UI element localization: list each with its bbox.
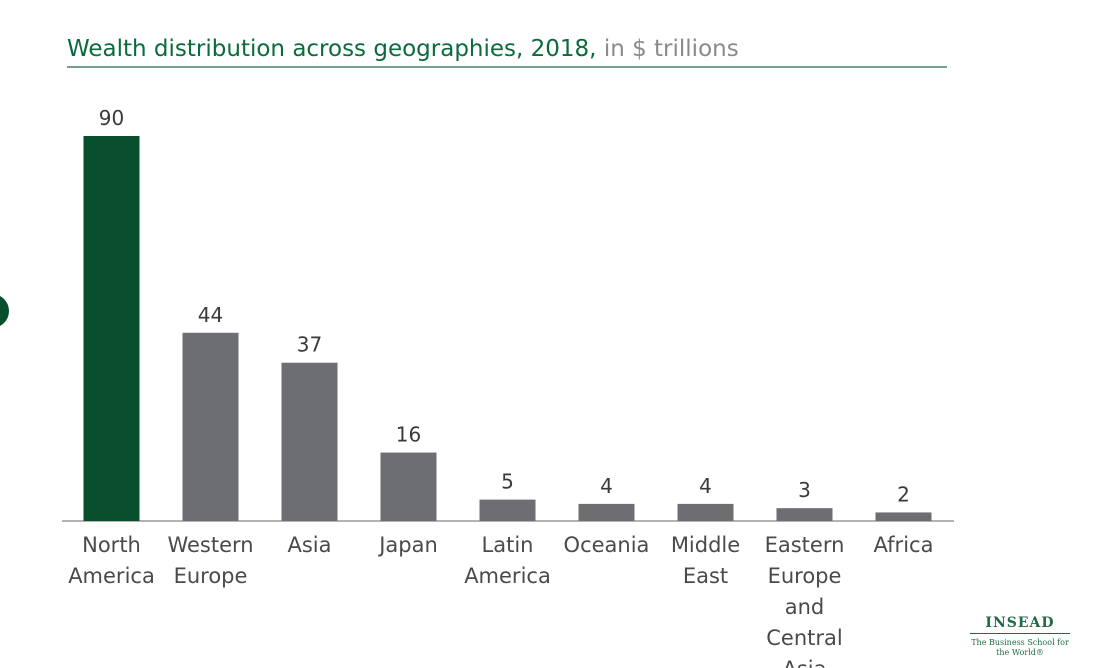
x-tick-label: Eastern Europe and Central Asia [764, 533, 845, 668]
value-label: 2 [897, 482, 910, 506]
bar [578, 503, 635, 521]
x-tick-label: North America [68, 533, 155, 588]
x-tick-label: Japan [379, 533, 438, 557]
value-label: 37 [297, 333, 322, 357]
decoration [0, 296, 9, 326]
bar [281, 362, 338, 521]
chart-title: Wealth distribution across geographies, … [67, 36, 597, 62]
logo: INSEAD The Business School for the World… [970, 615, 1070, 658]
value-label: 4 [600, 474, 613, 498]
x-tick-label: Middle East [670, 533, 741, 588]
chart-subtitle: in $ trillions [604, 36, 739, 62]
x-tick-label: Latin America [464, 533, 551, 588]
value-label: 90 [99, 106, 124, 130]
bar [83, 136, 140, 521]
bar [182, 332, 239, 521]
x-tick-label: Africa [873, 533, 934, 557]
logo-tagline: The Business School for the World® [971, 638, 1069, 657]
value-label: 44 [198, 303, 223, 327]
logo-name: INSEAD [970, 615, 1070, 634]
bar [380, 452, 437, 521]
chart-heading: Wealth distribution across geographies, … [67, 36, 739, 62]
value-label: 4 [699, 474, 712, 498]
bar [677, 503, 734, 521]
value-label: 3 [798, 478, 811, 502]
x-tick-label: Oceania [563, 533, 650, 557]
bar [479, 499, 536, 521]
x-tick-label: Asia [287, 533, 332, 557]
value-label: 5 [501, 470, 514, 494]
x-tick-label: Western Europe [167, 533, 254, 588]
bar [776, 508, 833, 521]
bar [875, 512, 932, 521]
value-label: 16 [396, 423, 421, 447]
